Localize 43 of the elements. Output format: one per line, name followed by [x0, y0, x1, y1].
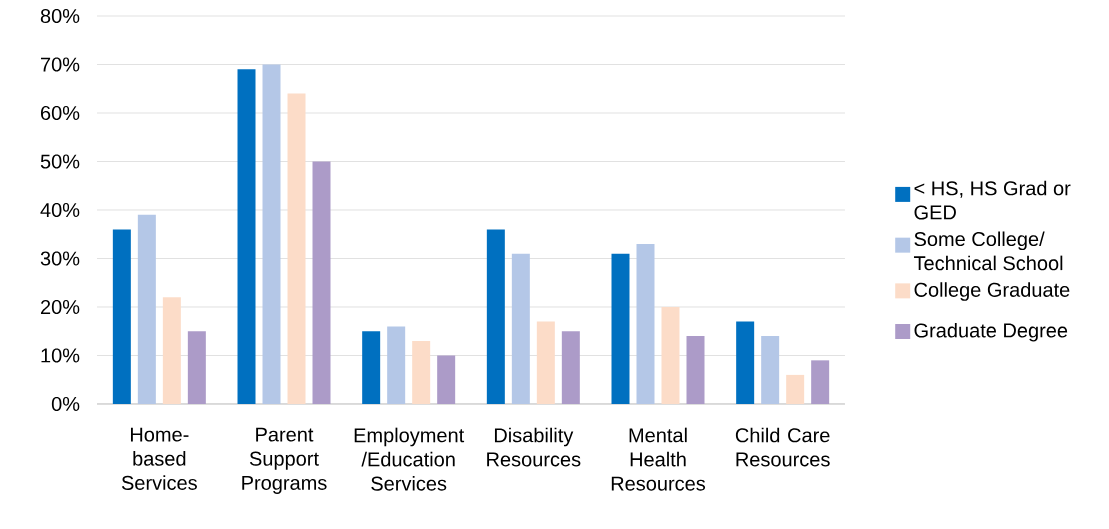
- legend-label: Graduate Degree: [914, 322, 1068, 342]
- bar: [287, 93, 306, 404]
- bar: [312, 161, 331, 404]
- bar: [162, 297, 181, 404]
- y-tick-label: 0%: [51, 396, 80, 412]
- x-tick-label: Mental Health Resources: [611, 427, 706, 491]
- y-tick-label: 40%: [40, 202, 80, 218]
- bar: [661, 306, 680, 404]
- bar: [486, 229, 505, 404]
- y-tick-label: 60%: [41, 105, 80, 121]
- bar: [536, 321, 555, 404]
- bar: [786, 374, 805, 404]
- bar: [187, 331, 206, 404]
- bar: [611, 253, 630, 404]
- bar: [262, 64, 281, 404]
- bar: [387, 326, 406, 404]
- bar: [437, 355, 456, 404]
- bar: [636, 243, 655, 404]
- legend-label: Some College/ Technical School: [913, 231, 1063, 271]
- bar: [686, 336, 705, 404]
- x-tick-label: Parent Support Programs: [242, 427, 327, 494]
- x-tick-label: Home-based Services: [121, 427, 197, 490]
- bar: [137, 214, 156, 404]
- bar: [511, 253, 530, 404]
- bar: [811, 360, 830, 404]
- bar: [412, 340, 431, 404]
- y-tick-label: 80%: [40, 8, 80, 24]
- y-tick-label: 20%: [40, 299, 80, 315]
- bar: [561, 331, 580, 404]
- bar: [112, 229, 131, 404]
- bar: [736, 321, 755, 404]
- x-tick-label: Disability Resources: [487, 427, 581, 467]
- legend-label: College Graduate: [914, 282, 1070, 301]
- y-tick-label: 50%: [40, 154, 80, 169]
- bar: [237, 69, 256, 404]
- x-tick-label: Employment /Education Services: [354, 427, 465, 491]
- bar: [362, 331, 381, 404]
- bar: [761, 336, 780, 404]
- y-tick-label: 10%: [41, 348, 80, 363]
- x-tick-label: Child Care Resources: [735, 427, 830, 467]
- y-tick-label: 30%: [40, 251, 80, 266]
- legend-label: < HS, HS Grad or GED: [914, 180, 1071, 220]
- y-tick-label: 70%: [41, 57, 80, 72]
